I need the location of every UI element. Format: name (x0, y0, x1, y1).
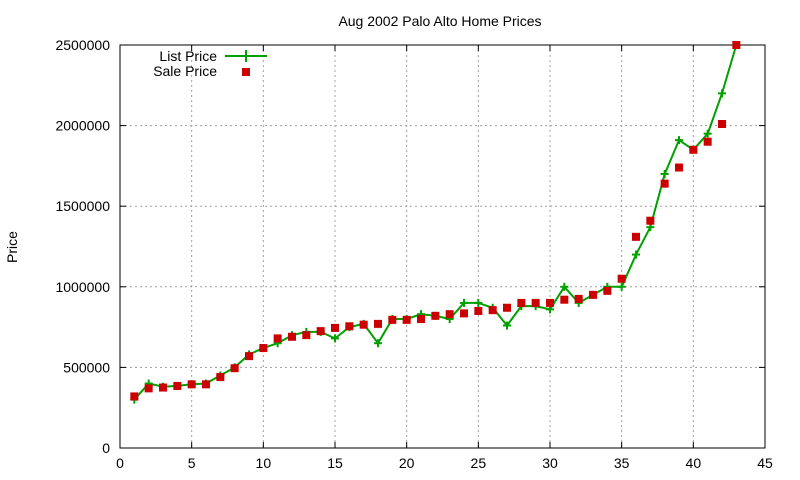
sale-price-point (603, 286, 612, 295)
sale-price-point (173, 381, 182, 390)
tick-labels: 0 5 10 15 20 25 30 35 40 45 0 500000 1000000 1500000 2… (55, 37, 773, 471)
legend-marker-list-price (240, 50, 252, 62)
x-tick-label: 35 (614, 455, 630, 471)
sale-price-point (417, 315, 425, 324)
sale-price-point (646, 216, 655, 225)
sale-price-point (560, 295, 569, 304)
list-price-point (632, 250, 640, 259)
sale-price-point (589, 290, 597, 299)
legend-marker-sale-price (242, 68, 250, 76)
sale-price-point (574, 294, 583, 303)
x-tick-label: 10 (256, 455, 272, 471)
sale-price-point (517, 298, 526, 307)
list-price-point (703, 129, 712, 138)
x-tick-label: 30 (542, 455, 558, 471)
sale-price-point (531, 298, 540, 307)
y-tick-label: 2000000 (55, 118, 110, 134)
sale-price-point (460, 309, 468, 318)
list-price-point (675, 136, 683, 145)
sale-price-point (546, 298, 554, 307)
x-tick-label: 40 (686, 455, 702, 471)
sale-price-point (617, 274, 626, 283)
legend-label-list-price: List Price (159, 48, 217, 64)
sale-price-point (488, 306, 497, 315)
list-price-point (503, 321, 511, 330)
x-tick-label: 45 (757, 455, 773, 471)
sale-price-point (359, 320, 368, 329)
sale-price-point (660, 179, 669, 188)
list-price-point (474, 298, 483, 307)
list-price-point (460, 298, 468, 307)
y-tick-label: 1000000 (55, 279, 110, 295)
x-tick-label: 5 (188, 455, 196, 471)
legend-label-sale-price: Sale Price (153, 63, 217, 79)
sale-price-point (144, 384, 153, 393)
sale-price-point (632, 232, 640, 241)
sale-price-point (302, 331, 311, 340)
list-price-point (331, 334, 339, 343)
sale-price-point (503, 303, 511, 312)
sale-price-point (230, 364, 239, 373)
sale-price-point (331, 323, 339, 332)
plot-frame (119, 44, 766, 449)
sale-price-point (732, 41, 741, 49)
sale-price-point (273, 334, 282, 343)
sale-price-point (431, 311, 440, 320)
sale-price-point (288, 332, 296, 341)
series-layer (130, 41, 741, 404)
y-tick-label: 2500000 (55, 37, 110, 53)
list-price-point (718, 89, 726, 98)
sale-price-point (216, 373, 225, 382)
sale-price-point (718, 119, 726, 128)
list-price-point (374, 339, 382, 348)
sale-price-point (474, 306, 483, 315)
sale-price-point (445, 310, 454, 319)
list-price-point (560, 282, 569, 291)
list-price-line (133, 44, 738, 401)
list-price-point (660, 169, 669, 178)
sale-price-point (245, 352, 253, 361)
axis-ticks (119, 44, 766, 449)
list-price-point (617, 282, 626, 291)
sale-price-point (187, 380, 196, 389)
y-tick-label: 500000 (63, 359, 110, 375)
y-axis-label: Price (4, 231, 20, 263)
sale-price-point (130, 392, 139, 401)
sale-price-point (402, 315, 411, 324)
sale-price-point (388, 315, 397, 324)
legend: List Price Sale Price (153, 48, 267, 79)
sale-price-point (316, 327, 325, 336)
sale-price-point (202, 380, 210, 389)
sale-price-point (345, 322, 354, 331)
grid (120, 45, 765, 448)
x-tick-label: 20 (399, 455, 415, 471)
sale-price-point (259, 344, 268, 353)
sale-price-point (703, 137, 712, 146)
x-tick-label: 0 (116, 455, 124, 471)
x-tick-label: 15 (327, 455, 343, 471)
sale-price-point (675, 163, 683, 172)
y-tick-label: 1500000 (55, 198, 110, 214)
x-tick-label: 25 (471, 455, 487, 471)
chart-title: Aug 2002 Palo Alto Home Prices (338, 13, 541, 29)
sale-price-point (159, 383, 167, 392)
y-tick-label: 0 (102, 440, 110, 456)
sale-price-point (374, 319, 382, 328)
sale-price-point (689, 145, 698, 154)
